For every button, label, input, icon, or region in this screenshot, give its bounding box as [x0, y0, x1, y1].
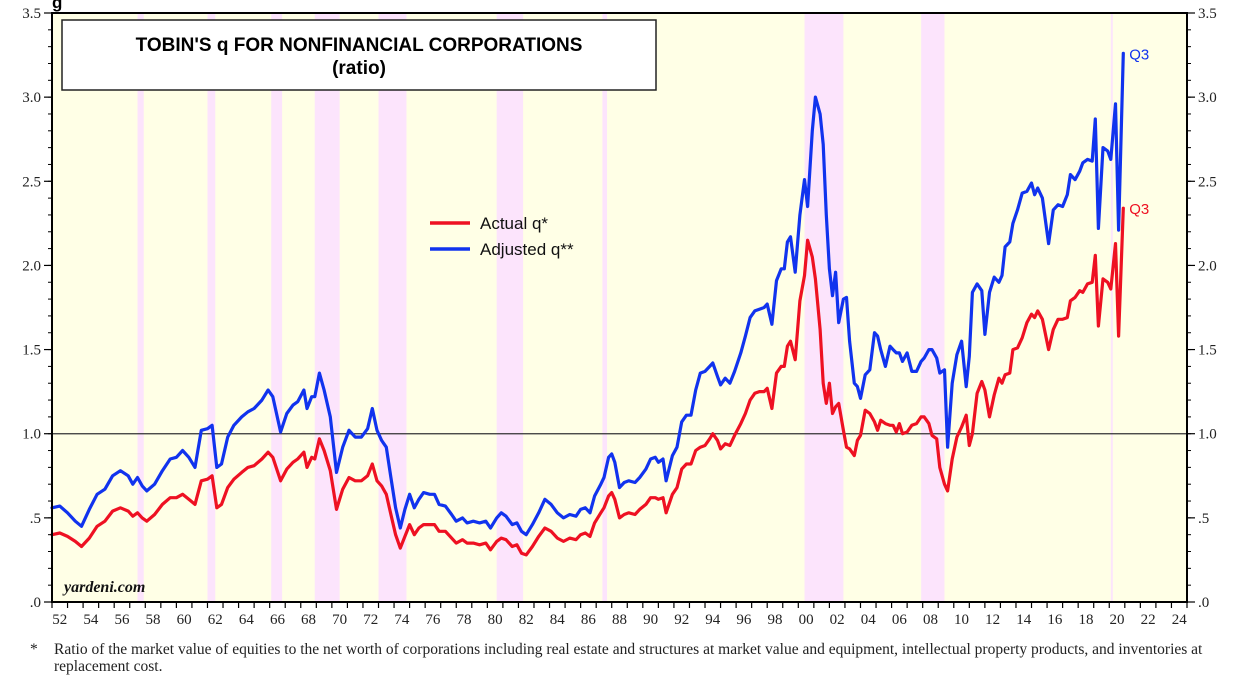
- recession-band: [602, 13, 608, 602]
- x-tick-label: 62: [208, 612, 223, 628]
- x-tick-label: 56: [114, 612, 130, 628]
- x-tick-label: 60: [177, 612, 192, 628]
- x-tick-label: 08: [923, 612, 938, 628]
- title-box: TOBIN'S q FOR NONFINANCIAL CORPORATIONS …: [61, 19, 657, 91]
- end-label-adjusted: Q3: [1129, 46, 1149, 63]
- x-tick-label: 22: [1141, 612, 1156, 628]
- legend-label-adjusted: Adjusted q**: [480, 240, 574, 259]
- x-tick-label: 98: [767, 612, 782, 628]
- x-tick-label: 58: [146, 612, 161, 628]
- recession-band: [496, 13, 524, 602]
- chart-title: TOBIN'S q FOR NONFINANCIAL CORPORATIONS: [136, 35, 583, 56]
- y-tick-label-left: .0: [30, 595, 41, 611]
- y-tick-label-right: 3.5: [1198, 6, 1217, 22]
- legend-label-actual: Actual q*: [480, 214, 548, 233]
- y-tick-label-left: 1.5: [22, 343, 41, 359]
- x-tick-label: 74: [394, 612, 410, 628]
- x-tick-label: 86: [581, 612, 597, 628]
- y-tick-label-right: .0: [1198, 595, 1209, 611]
- axes: .0 .0 .5 .5 1.0 1.0 1.5 1.5 2.0 2.0 2.5 2.5 3.0 3.0 3.…: [22, 6, 1217, 628]
- series-line-adjusted: [50, 51, 1125, 537]
- recession-band: [921, 13, 945, 602]
- y-tick-label-right: 2.5: [1198, 174, 1217, 190]
- x-tick-label: 84: [550, 612, 566, 628]
- x-tick-label: 90: [643, 612, 658, 628]
- recession-band: [314, 13, 340, 602]
- y-tick-label-right: 1.0: [1198, 427, 1217, 443]
- y-tick-label-right: 3.0: [1198, 90, 1217, 106]
- x-tick-label: 06: [892, 612, 908, 628]
- x-tick-label: 72: [363, 612, 378, 628]
- x-tick-label: 70: [332, 612, 347, 628]
- x-tick-label: 92: [674, 612, 689, 628]
- x-tick-label: 12: [985, 612, 1000, 628]
- y-tick-label-left: 2.0: [22, 258, 41, 274]
- series-lines: [50, 51, 1125, 557]
- chart-subtitle: (ratio): [332, 58, 386, 79]
- x-tick-label: 24: [1172, 612, 1188, 628]
- x-tick-label: 82: [519, 612, 534, 628]
- x-tick-label: 88: [612, 612, 627, 628]
- x-tick-label: 80: [488, 612, 503, 628]
- y-tick-label-left: 1.0: [22, 427, 41, 443]
- y-tick-label-right: .5: [1198, 511, 1209, 527]
- x-tick-label: 94: [705, 612, 721, 628]
- x-tick-label: 76: [425, 612, 441, 628]
- recession-band: [207, 13, 216, 602]
- x-tick-label: 00: [799, 612, 814, 628]
- series-line-actual: [50, 206, 1125, 557]
- y-tick-label-right: 1.5: [1198, 343, 1217, 359]
- recession-band: [271, 13, 283, 602]
- x-tick-label: 64: [239, 612, 255, 628]
- x-tick-label: 20: [1110, 612, 1125, 628]
- plot-frame: [51, 12, 1188, 603]
- x-tick-label: 10: [954, 612, 969, 628]
- recession-band: [1110, 13, 1113, 602]
- y-tick-label-left: 2.5: [22, 174, 41, 190]
- plot-background: [52, 13, 1187, 602]
- y-tick-label-left: 3.5: [22, 6, 41, 22]
- header-fragment: g: [52, 0, 62, 12]
- x-tick-label: 96: [736, 612, 752, 628]
- x-tick-label: 52: [52, 612, 67, 628]
- end-label-actual: Q3: [1129, 201, 1149, 218]
- recession-band: [137, 13, 144, 602]
- x-tick-label: 04: [861, 612, 877, 628]
- y-tick-label-left: 3.0: [22, 90, 41, 106]
- x-tick-label: 66: [270, 612, 286, 628]
- legend: Actual q* Adjusted q**: [430, 214, 574, 259]
- x-tick-label: 02: [830, 612, 845, 628]
- footnote-text: Ratio of the market value of equities to…: [54, 641, 1203, 675]
- y-tick-label-left: .5: [30, 511, 41, 527]
- source-label: yardeni.com: [62, 579, 145, 596]
- footnote: * Ratio of the market value of equities …: [30, 641, 1210, 675]
- footnote-marker: *: [30, 641, 38, 658]
- x-tick-label: 54: [83, 612, 99, 628]
- recession-band: [378, 13, 407, 602]
- x-tick-label: 16: [1047, 612, 1063, 628]
- title-box-frame: [61, 19, 657, 91]
- y-tick-label-right: 2.0: [1198, 258, 1217, 274]
- x-tick-label: 14: [1016, 612, 1032, 628]
- x-tick-label: 68: [301, 612, 316, 628]
- recession-bands: [137, 13, 1113, 602]
- x-tick-label: 18: [1078, 612, 1093, 628]
- x-tick-label: 78: [457, 612, 472, 628]
